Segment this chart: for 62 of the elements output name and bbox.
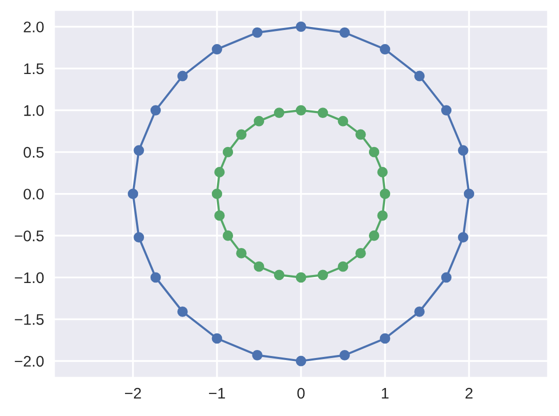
point: [339, 27, 350, 38]
y-tick-label: −1.5: [14, 314, 44, 325]
point: [380, 188, 390, 200]
y-tick-label: 1.0: [24, 105, 44, 116]
point: [128, 188, 138, 200]
point: [380, 333, 390, 344]
point: [254, 116, 264, 126]
y-tick-label: 1.5: [24, 64, 44, 74]
y-tick-label: −0.5: [14, 230, 44, 242]
point: [377, 166, 388, 178]
x-tick-label: 0: [297, 388, 305, 399]
point: [222, 230, 234, 241]
point: [212, 333, 222, 344]
point: [318, 270, 328, 280]
point: [339, 350, 350, 360]
point: [212, 188, 222, 200]
point: [214, 166, 225, 178]
point: [214, 210, 225, 221]
point: [296, 272, 306, 283]
point: [296, 21, 306, 32]
y-tick-label: 0.0: [24, 188, 44, 200]
point: [355, 129, 366, 140]
point: [150, 105, 161, 116]
point: [296, 356, 306, 366]
point: [441, 105, 452, 116]
point: [318, 108, 328, 118]
y-tick-label: −2.0: [14, 356, 44, 367]
point: [177, 70, 188, 82]
point: [177, 306, 188, 317]
point: [236, 129, 247, 140]
point: [355, 248, 366, 258]
point: [236, 248, 247, 258]
point: [414, 70, 425, 82]
point: [338, 261, 348, 272]
point: [368, 146, 380, 158]
point: [458, 232, 468, 243]
x-tick-label: −2: [125, 388, 141, 399]
x-tick-label: 1: [382, 388, 389, 399]
point: [252, 350, 263, 360]
x-tick-label: −1: [209, 388, 225, 399]
y-tick-label: −1.0: [14, 272, 44, 284]
point: [458, 145, 468, 156]
point: [274, 270, 284, 280]
point: [377, 210, 388, 221]
point: [134, 232, 144, 243]
point: [380, 44, 390, 54]
point: [254, 261, 264, 272]
point: [441, 272, 452, 283]
point: [252, 27, 263, 38]
x-tick-label: 2: [466, 388, 472, 399]
point: [134, 145, 144, 156]
point: [212, 44, 222, 54]
point: [338, 116, 348, 126]
y-tick-label: 2.0: [24, 22, 44, 32]
point: [464, 188, 474, 200]
point: [150, 272, 161, 283]
point: [222, 146, 234, 158]
point: [296, 105, 306, 116]
point: [368, 230, 380, 241]
point: [274, 108, 284, 118]
y-tick-label: 0.5: [24, 146, 44, 158]
point: [414, 306, 425, 317]
